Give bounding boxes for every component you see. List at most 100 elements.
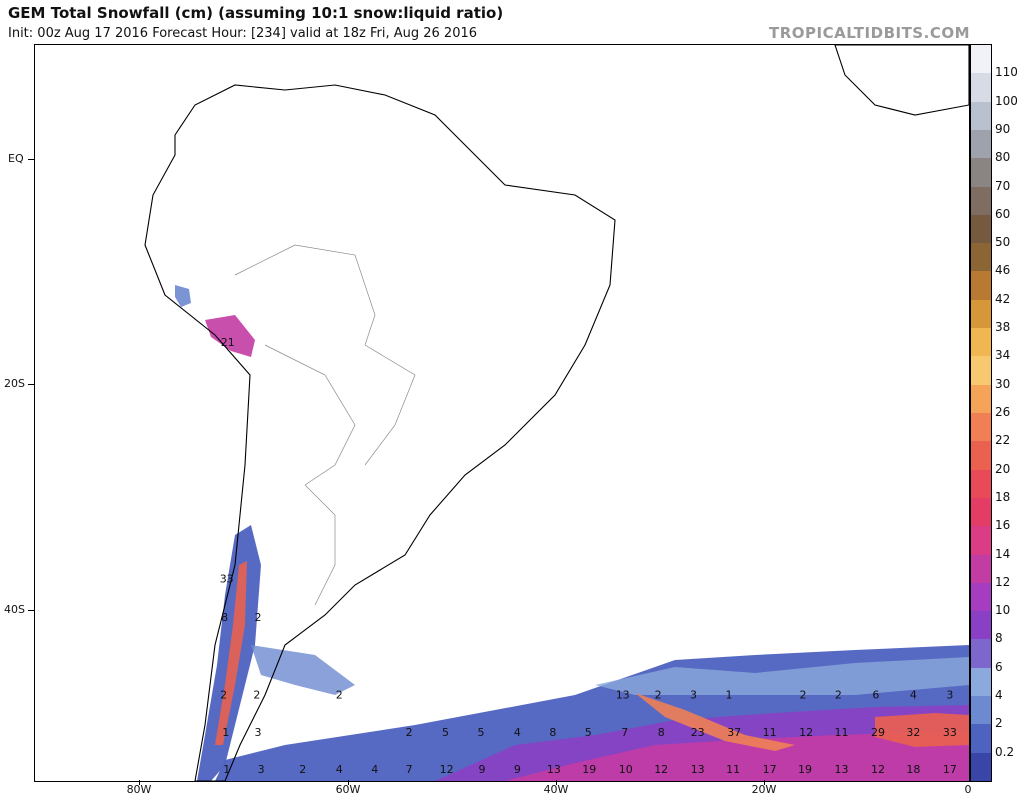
colorbar-label: 8 [995,631,1003,646]
snowfall-value: 1 [223,763,230,776]
snowfall-value: 8 [658,726,665,739]
lon-label-0: 0 [964,783,972,796]
colorbar-segment [971,214,991,244]
snowfall-value: 9 [479,763,486,776]
snow-band-streak [635,693,795,751]
colorbar-label: 18 [995,489,1011,504]
colorbar-segment [971,413,991,442]
andes-peru-snow [205,315,255,357]
colorbar-segment [971,469,991,499]
map-panel: 21 33 8 2 2 2 2 1 3 13 2 3 1 2 2 6 4 3 2 5 5 4 8 5 7 8 23 37 11 12 11 2… [34,44,970,782]
lat-tick [28,384,34,385]
snowfall-value: 17 [943,763,957,776]
colorbar-label: 26 [995,405,1011,419]
colorbar-segment [971,497,991,527]
snowfall-value: 2 [800,689,807,702]
andes-peru-snow-north [175,285,191,307]
snowfall-value: 9 [514,763,521,776]
colorbar-segment [971,611,991,640]
snowfall-value: 12 [654,763,668,776]
colorbar-segment [971,158,991,188]
snowfall-value: 3 [946,689,953,702]
snowfall-value: 8 [221,611,228,624]
map-subtitle: Init: 00z Aug 17 2016 Forecast Hour: [23… [8,26,478,41]
snowfall-value: 8 [549,726,556,739]
colorbar-segment [971,639,991,669]
lon-tick [556,780,557,785]
snowfall-value: 29 [871,726,885,739]
lat-label-20s: 20S [4,377,25,390]
colorbar-label: 42 [995,291,1011,306]
snowfall-value: 33 [220,573,234,586]
snowfall-value: 21 [221,336,235,349]
colorbar-label: 100 [995,93,1018,108]
lat-label-40s: 40S [4,603,25,616]
colorbar-segment [971,582,991,612]
border-line [234,244,376,346]
snowfall-value: 2 [220,689,227,702]
snowfall-value: 7 [621,726,628,739]
snowfall-value: 13 [691,763,705,776]
colorbar-label: 2 [995,716,1003,731]
snowfall-value: 12 [799,726,813,739]
colorbar-label: 12 [995,574,1011,589]
colorbar-label: 38 [995,320,1011,335]
snowfall-value: 11 [726,763,740,776]
border-line [304,484,336,606]
snowfall-value: 3 [255,726,262,739]
snowfall-colorbar [970,44,992,782]
colorbar-label: 20 [995,461,1011,476]
colorbar-segment [971,186,991,216]
andes-south-snow-core [215,561,247,745]
lon-tick [139,780,140,785]
snowfall-value: 5 [442,726,449,739]
lon-tick [764,780,765,785]
snowfall-value: 3 [258,763,265,776]
africa-outline [834,45,969,116]
snowfall-value: 37 [727,726,741,739]
colorbar-label: 46 [995,263,1011,278]
snowfall-value: 3 [690,689,697,702]
colorbar-segment [971,73,991,103]
snowfall-value: 2 [655,689,662,702]
colorbar-label: 16 [995,518,1011,533]
colorbar-label: 110 [995,65,1018,80]
snowfall-value: 19 [582,763,596,776]
snowfall-value: 4 [371,763,378,776]
snowfall-value: 4 [910,689,917,702]
colorbar-segment [971,356,991,386]
colorbar-segment [971,129,991,159]
snowfall-value: 5 [585,726,592,739]
snowfall-value: 12 [440,763,454,776]
colorbar-label: 50 [995,235,1011,250]
colorbar-label: 22 [995,433,1011,448]
snow-band-light-edge [595,657,969,695]
snowfall-value: 11 [835,726,849,739]
snowfall-value: 11 [763,726,777,739]
land-outlines [144,45,969,781]
snowfall-value: 23 [691,726,705,739]
lat-tick [28,159,34,160]
brand-watermark: TROPICALTIDBITS.COM [769,24,970,42]
colorbar-segment [971,724,991,754]
south-america-outline [144,84,616,781]
snowfall-value: 2 [406,726,413,739]
snowfall-value: 1 [726,689,733,702]
snow-band-east-peak [875,713,969,747]
border-line [264,344,356,486]
snowfall-value: 4 [336,763,343,776]
colorbar-segment [971,554,991,584]
colorbar-segment [971,667,991,697]
colorbar-segment [971,384,991,414]
snowfall-value: 12 [871,763,885,776]
snowfall-value: 13 [547,763,561,776]
snowfall-value: 19 [798,763,812,776]
andes-south-snow [197,525,261,781]
lon-label-20w: 20W [751,783,777,796]
colorbar-label: 60 [995,206,1011,221]
colorbar-label: 14 [995,546,1011,561]
snowfall-value: 6 [872,689,879,702]
patagonia-plain-snow [251,645,355,695]
lat-tick [28,610,34,611]
